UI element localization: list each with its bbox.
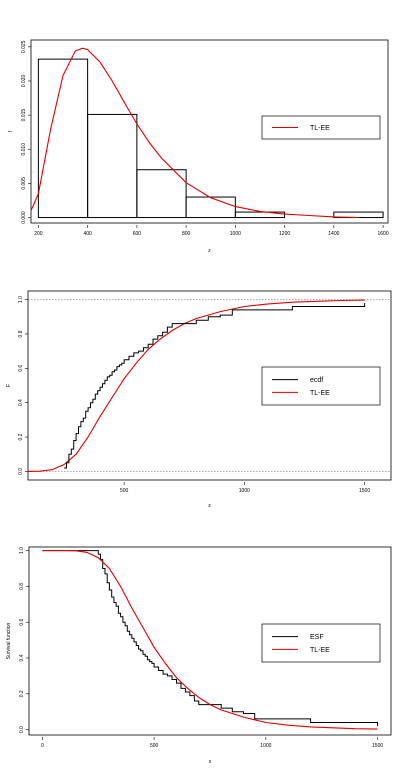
legend-label: TL-EE (310, 125, 330, 132)
y-axis-label: F (6, 384, 12, 387)
plot-frame (27, 290, 392, 481)
y-tick-label: 0.4 (19, 654, 25, 661)
y-tick-label: 0.2 (18, 433, 24, 440)
x-tick-label: 0 (41, 743, 44, 749)
y-tick-label: 0.0 (18, 468, 24, 475)
histogram-panel: 200 400 600 800 1000 1200 1400 1600 0.000 0.005 0.… (8, 39, 389, 254)
x-tick-label: 1000 (260, 743, 271, 749)
x-tick-label: 600 (133, 231, 142, 237)
x-tick-label: 1200 (279, 231, 290, 237)
y-tick-label: 0.010 (21, 143, 27, 156)
x-tick-label: 200 (34, 231, 43, 237)
y-tick-label: 0.000 (21, 211, 27, 224)
y-tick-label: 0.6 (18, 365, 24, 372)
histogram-bar (87, 113, 138, 219)
legend-box (261, 623, 381, 663)
plot-frame (28, 546, 392, 736)
x-tick-label: 1000 (230, 231, 241, 237)
y-axis-label: f (8, 130, 14, 132)
x-axis-label: z (208, 248, 211, 254)
histogram-bar (185, 196, 236, 219)
x-axis-label: x (209, 759, 212, 765)
y-tick-label: 0.025 (21, 40, 27, 53)
y-tick-label: 1.0 (18, 296, 24, 303)
y-tick-label: 0.2 (19, 690, 25, 697)
legend-label: TL-EE (310, 390, 330, 397)
legend-label: TL-EE (310, 647, 330, 654)
x-tick-label: 1500 (359, 488, 370, 494)
legend-box (261, 366, 381, 406)
y-tick-label: 0.0 (19, 726, 25, 733)
legend-box (261, 115, 381, 140)
x-tick-label: 1500 (372, 743, 383, 749)
x-tick-label: 1400 (328, 231, 339, 237)
x-tick-label: 800 (182, 231, 191, 237)
y-tick-label: 0.005 (21, 177, 27, 190)
y-tick-label: 0.4 (18, 399, 24, 406)
x-tick-label: 1000 (239, 488, 250, 494)
y-tick-label: 0.8 (18, 330, 24, 337)
x-axis-label: z (208, 503, 211, 509)
tl-ee-density-curve (30, 47, 359, 219)
x-tick-label: 500 (150, 743, 159, 749)
plot-frame (30, 39, 389, 224)
x-tick-label: 1600 (378, 231, 389, 237)
legend-label: ESF (310, 634, 324, 641)
y-tick-label: 1.0 (19, 547, 25, 554)
y-axis-label: Survival function (6, 622, 12, 659)
histogram-bar (136, 169, 187, 219)
histogram-bar (37, 58, 89, 219)
x-tick-label: 400 (83, 231, 92, 237)
y-tick-label: 0.015 (21, 109, 27, 122)
histogram-bar (234, 211, 286, 219)
ecdf-step-line (64, 303, 366, 469)
tl-ee-cdf-curve (27, 299, 365, 472)
x-tick-label: 500 (120, 488, 129, 494)
legend-label: ecdf (310, 377, 323, 384)
y-tick-label: 0.8 (19, 583, 25, 590)
survival-panel: 0 500 1000 1500 0.0 0.2 0.4 0.6 0.8 1.0 x Survival … (6, 546, 392, 765)
y-tick-label: 0.6 (19, 619, 25, 626)
y-tick-label: 0.020 (21, 74, 27, 87)
tl-ee-survival-curve (42, 550, 378, 730)
esf-step-line (42, 550, 379, 726)
